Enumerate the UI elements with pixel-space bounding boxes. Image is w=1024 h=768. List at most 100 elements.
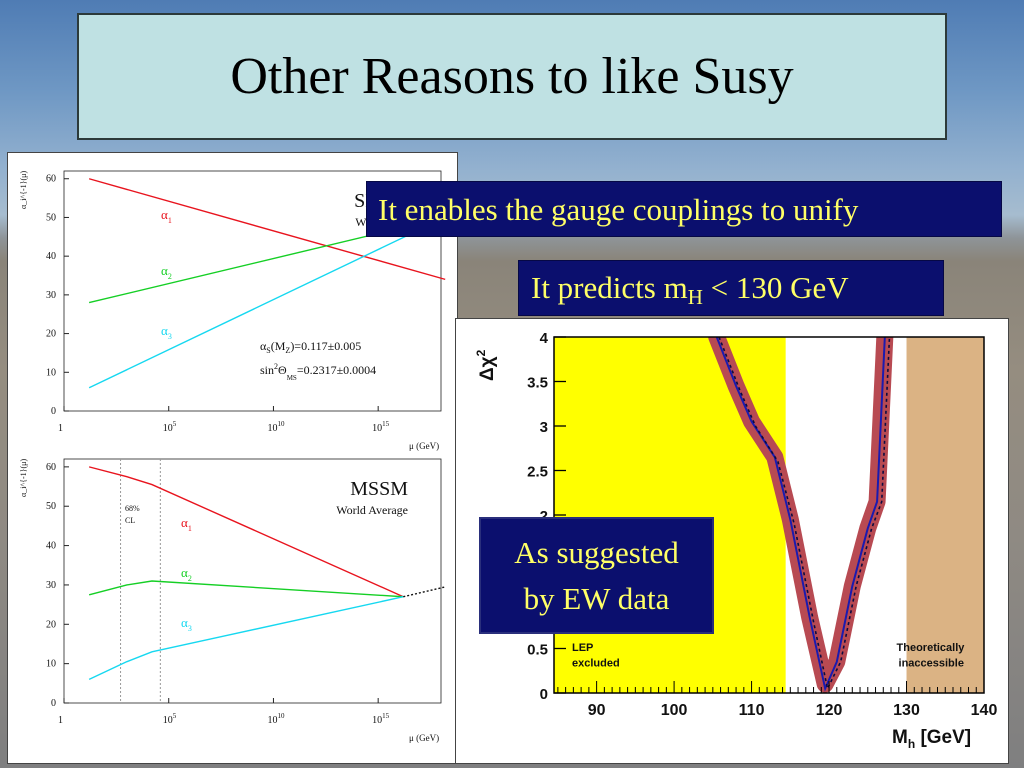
callout-gauge-unify: It enables the gauge couplings to unify [366,181,1002,237]
x-tick-label-3: 1015 [372,420,390,434]
title-box: Other Reasons to like Susy [77,13,947,140]
callout-higgs-sub: H [687,285,703,309]
y-tick-label-0: 0 [540,686,548,703]
annotation-alpha-s-part-3: Z [285,346,290,355]
x-axis-label: μ (GeV) [409,441,439,451]
y-tick-label-2: 20 [46,619,56,630]
y-tick-label-7: 3.5 [527,375,548,392]
chart-title: MSSM [350,478,408,500]
region-1 [906,337,984,693]
callout-ew-data: As suggested by EW data [479,517,714,634]
x-tick-label-1: 105 [163,712,177,726]
y-tick-label-5: 50 [46,501,56,512]
x-tick-label-0: 1 [58,423,63,434]
y-tick-label-6: 3 [540,419,548,436]
y-tick-label-2: 20 [46,329,56,340]
y-axis-label: Δχ2 [474,349,498,381]
region-label-theory-1: Theoretically [897,642,966,654]
series-label-alpha1: α1 [181,515,192,533]
callout-ew-line1: As suggested [514,535,679,570]
annotation-sin2theta-part-2: Θ [278,363,287,377]
annotation-sin2theta-part-0: sin [260,363,274,377]
curve-alt [718,337,891,691]
annotation-sin2theta-part-1: 2 [274,362,278,371]
x-tick-label-4: 130 [893,702,920,719]
region-0 [554,337,786,693]
y-tick-label-5: 50 [46,212,56,223]
plot-frame [63,170,442,412]
series-label-alpha3-part-1: 3 [168,332,172,341]
callout-higgs-suffix: < 130 GeV [702,270,849,305]
series-line-alpha1 [88,178,446,281]
chart-subtitle: World Average [336,503,408,517]
x-tick-label-2-part-1: 10 [277,712,285,720]
series-label-alpha2: α2 [181,565,192,583]
series-line-extrapolation [403,586,446,598]
x-tick-label-2: 1010 [267,420,285,434]
y-tick-label-5: 2.5 [527,464,548,481]
series-label-alpha1-part-0: α [181,515,188,530]
callout-gauge-unify-text: It enables the gauge couplings to unify [378,192,859,227]
x-tick-label-3: 120 [816,702,843,719]
series-label-alpha3-part-0: α [181,615,188,630]
y-tick-label-3: 30 [46,580,56,591]
x-tick-label-5: 140 [971,702,998,719]
callout-higgs-mass: It predicts mH < 130 GeV [518,260,944,316]
x-tick-label-2-part-0: 10 [267,423,277,434]
x-axis-label: μ (GeV) [409,733,439,743]
x-tick-label-1-part-0: 10 [163,715,173,726]
series-label-alpha1-part-0: α [161,207,168,222]
x-tick-label-3-part-1: 15 [382,712,390,720]
series-label-alpha2-part-1: 2 [168,272,172,281]
plot-frame [63,458,442,704]
annotation-alpha-s-part-4: )=0.117±0.005 [290,339,361,353]
x-axis-label-part-1: h [908,737,915,751]
y-tick-label-0: 0 [51,406,56,417]
plot-curves [708,337,894,693]
y-tick-label-8: 4 [540,330,549,347]
series-label-alpha2: α2 [161,263,172,281]
x-tick-label-0-part-0: 1 [58,423,63,434]
y-axis-label: α_i^{-1}(μ) [19,459,28,497]
cl-label-1: CL [125,516,135,525]
coupling-unification-panel: 0 10 20 30 40 50 60 1 105 1010 1015 μ (GeV) α_i^{-1}… [7,152,458,764]
annotation-sin2theta-part-3: MS [287,374,297,382]
callout-higgs-prefix: It predicts m [531,270,688,305]
x-axis-label-part-2: [GeV] [915,727,971,748]
x-tick-label-3-part-0: 10 [372,715,382,726]
y-tick-label-3: 30 [46,290,56,301]
annotation-sin2theta-part-4: =0.2317±0.0004 [297,363,376,377]
y-tick-label-6: 60 [46,174,56,185]
series-label-alpha2-part-0: α [161,263,168,278]
x-tick-label-3-part-1: 15 [382,420,390,428]
y-tick-label-1: 10 [46,367,56,378]
series-line-alpha2 [88,580,404,598]
slide-title: Other Reasons to like Susy [230,48,794,105]
series-label-alpha1-part-1: 1 [168,216,172,225]
x-tick-label-1: 100 [661,702,688,719]
x-tick-label-2: 110 [739,702,765,719]
series-label-alpha3: α3 [181,615,192,633]
x-tick-label-1-part-1: 5 [173,712,177,720]
x-tick-label-0: 1 [58,715,63,726]
series-label-alpha3-part-0: α [161,323,168,338]
series-label-alpha3: α3 [161,323,172,341]
y-axis-label-part-0: Δχ [477,356,498,381]
series-label-alpha1: α1 [161,207,172,225]
x-tick-label-2: 1010 [267,712,285,726]
y-tick-label-1: 0.5 [527,642,548,659]
region-label-theory-2: inaccessible [899,657,964,669]
x-tick-label-1: 105 [163,420,177,434]
y-tick-label-4: 2 [540,508,548,525]
x-axis-label-part-0: M [892,727,908,748]
annotation-sin2theta: sin2ΘMS=0.2317±0.0004 [260,362,376,382]
annotation-alpha-s: αS(MZ)=0.117±0.005 [260,339,361,355]
x-tick-label-0: 90 [588,702,606,719]
x-tick-label-0-part-0: 1 [58,715,63,726]
y-axis-label-part-1: 2 [474,349,488,356]
y-tick-label-4: 40 [46,541,56,552]
x-tick-label-3: 1015 [372,712,390,726]
